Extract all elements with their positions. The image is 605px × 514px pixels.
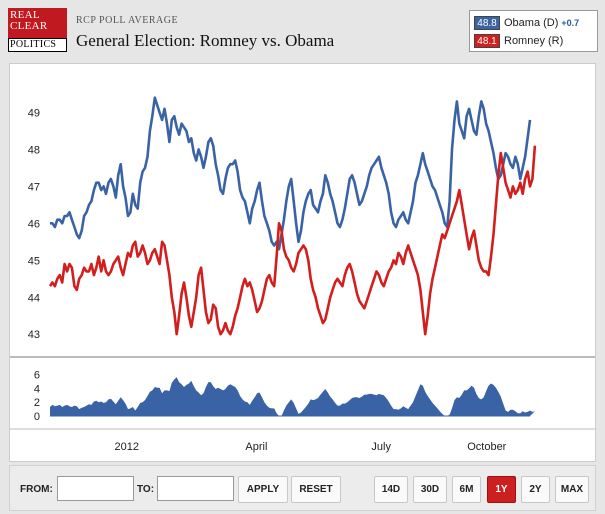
spread-tick-label: 2: [34, 397, 40, 409]
series-line-obama: [50, 96, 532, 251]
series-line-romney: [48, 145, 537, 336]
rcp-logo: REAL CLEAR POLITICS: [8, 8, 67, 52]
logo-line-3: POLITICS: [8, 38, 67, 52]
reset-button[interactable]: RESET: [291, 476, 341, 503]
range-button-max[interactable]: MAX: [555, 476, 589, 503]
legend-row-romney: 48.1 Romney (R): [474, 34, 563, 49]
x-tick-label: 2012: [115, 441, 139, 453]
chart-subtitle: RCP POLL AVERAGE: [76, 15, 179, 26]
legend-obama-label: Obama (D): [504, 17, 559, 29]
y-tick-label: 46: [28, 218, 40, 230]
logo-line-2: CLEAR: [10, 20, 48, 32]
date-range-toolbar: FROM: TO: APPLY RESET 14D 30D 6M 1Y 2Y M…: [9, 465, 596, 511]
to-date-input[interactable]: [157, 476, 234, 501]
y-tick-label: 49: [28, 107, 40, 119]
x-tick-label: April: [245, 441, 267, 453]
range-button-14d[interactable]: 14D: [374, 476, 408, 503]
x-tick-label: July: [371, 441, 391, 453]
range-button-30d[interactable]: 30D: [413, 476, 447, 503]
spread-area: [50, 377, 535, 416]
legend-obama-change: +0.7: [561, 18, 580, 28]
chart-title: General Election: Romney vs. Obama: [76, 31, 335, 50]
from-label: FROM:: [20, 484, 53, 495]
spread-tick-label: 6: [34, 370, 40, 382]
y-tick-label: 47: [28, 181, 40, 193]
from-date-input[interactable]: [57, 476, 134, 501]
legend-romney-label: Romney (R): [504, 35, 564, 47]
x-tick-label: October: [467, 441, 506, 453]
y-tick-label: 48: [28, 144, 40, 156]
to-label: TO:: [137, 484, 155, 495]
y-tick-label: 45: [28, 255, 40, 267]
apply-button[interactable]: APPLY: [238, 476, 288, 503]
chart-svg[interactable]: 43 44 45 46 47 48 49 0 2 46 2012 April July October: [10, 64, 595, 461]
y-tick-label: 44: [28, 292, 40, 304]
plot-area[interactable]: 43 44 45 46 47 48 49 0 2 4 6 2012 April July October: [9, 63, 596, 462]
spread-tick-label: 4: [34, 383, 40, 395]
spread-tick-label: 0: [34, 411, 40, 423]
legend-obama-value: 48.8: [474, 16, 500, 30]
y-tick-label: 43: [28, 329, 40, 341]
legend-box: 48.8 Obama (D) +0.7 48.1 Romney (R): [469, 10, 598, 52]
legend-row-obama: 48.8 Obama (D) +0.7: [474, 16, 579, 31]
range-button-2y[interactable]: 2Y: [521, 476, 550, 503]
logo-line-1: REAL: [10, 9, 40, 21]
range-button-6m[interactable]: 6M: [452, 476, 481, 503]
legend-romney-value: 48.1: [474, 34, 500, 48]
range-button-1y[interactable]: 1Y: [487, 476, 516, 503]
